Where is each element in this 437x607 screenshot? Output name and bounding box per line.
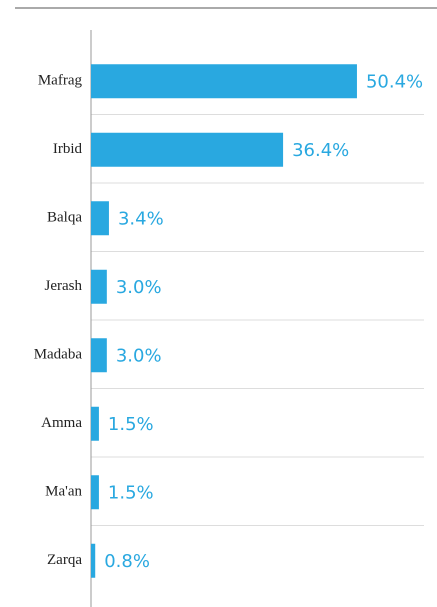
bar: [91, 64, 357, 99]
bar: [91, 132, 284, 167]
value-label: 50.4%: [366, 71, 423, 92]
bar: [91, 406, 99, 441]
value-label: 1.5%: [108, 414, 154, 435]
y-tick-label: Irbid: [53, 141, 83, 157]
value-label: 3.0%: [116, 345, 162, 366]
value-label: 3.0%: [116, 277, 162, 298]
bar: [91, 201, 109, 236]
bar: [91, 543, 96, 578]
value-label: 36.4%: [292, 140, 349, 161]
y-tick-label: Balqa: [47, 210, 82, 226]
bar: [91, 475, 99, 510]
value-label: 0.8%: [104, 551, 150, 572]
value-label: 1.5%: [108, 482, 154, 503]
y-tick-label: Madaba: [34, 347, 83, 363]
y-tick-label: Zarqa: [47, 552, 82, 568]
y-tick-label: Mafrag: [38, 73, 83, 89]
y-tick-label: Jerash: [45, 278, 83, 294]
bar: [91, 338, 107, 373]
y-tick-label: Amma: [41, 415, 82, 431]
y-tick-label: Ma'an: [45, 484, 82, 500]
bar: [91, 269, 107, 304]
value-label: 3.4%: [118, 208, 164, 229]
